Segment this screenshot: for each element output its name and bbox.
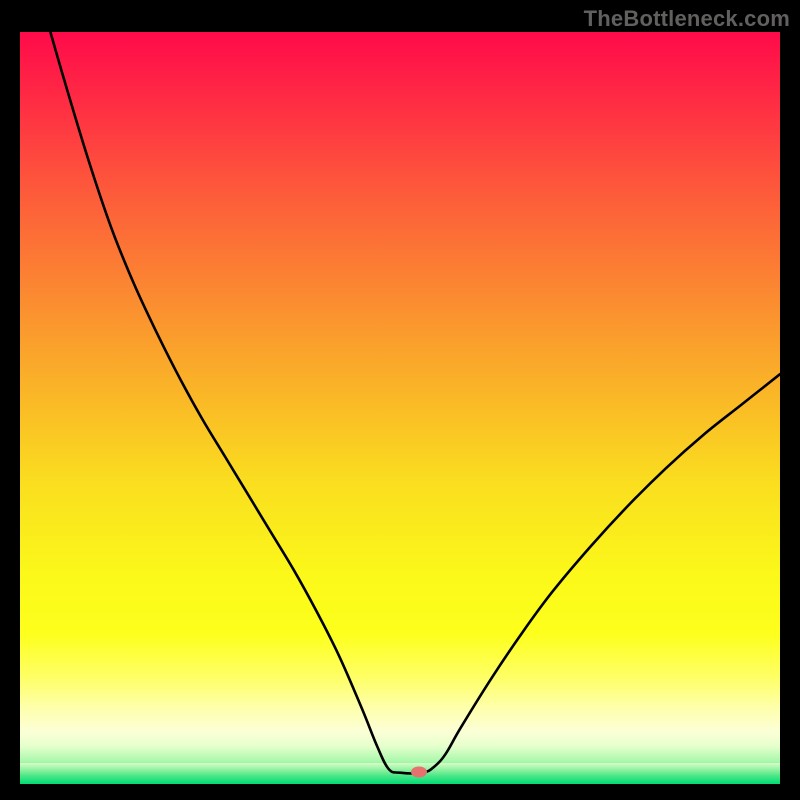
watermark-text: TheBottleneck.com — [584, 6, 790, 32]
curve-svg — [20, 32, 780, 784]
optimum-marker — [411, 766, 427, 777]
plot-area — [20, 32, 780, 784]
chart-frame: TheBottleneck.com — [0, 0, 800, 800]
bottleneck-curve — [50, 32, 780, 773]
